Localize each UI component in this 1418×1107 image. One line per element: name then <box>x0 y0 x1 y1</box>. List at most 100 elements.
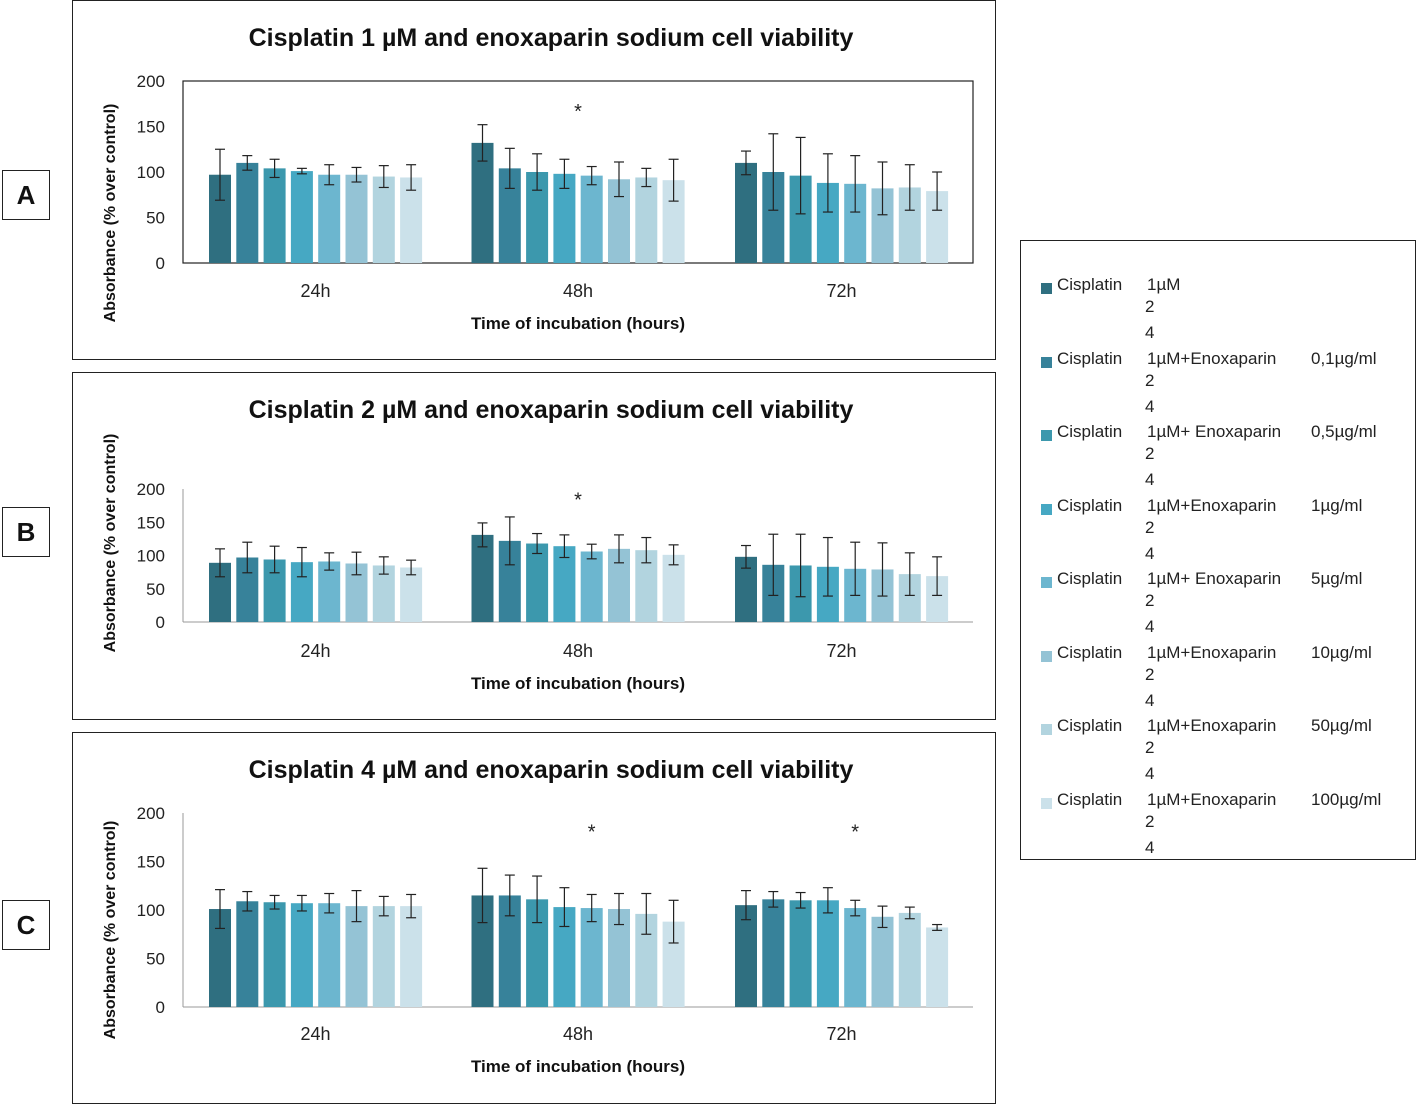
legend-item-name: Cisplatin <box>1057 790 1123 809</box>
chart-c-svg: Cisplatin 4 µM and enoxaparin sodium cel… <box>102 756 973 1076</box>
bar <box>263 168 286 263</box>
x-category-label: 72h <box>827 281 857 301</box>
legend-item-name: Cisplatin <box>1057 275 1123 294</box>
bar <box>608 548 630 622</box>
legend-item-name: Cisplatin <box>1057 643 1123 662</box>
y-axis-title: Absorbance (% over control) <box>102 104 119 323</box>
legend-item-concentration: 10µg/ml <box>1311 643 1372 662</box>
legend-item-note-1: 2 <box>1145 591 1155 610</box>
legend-item-concentration: 100µg/ml <box>1311 790 1382 809</box>
bar <box>526 899 549 1007</box>
legend-item-concentration: 5µg/ml <box>1311 569 1363 588</box>
bar <box>898 912 921 1007</box>
y-tick-label: 200 <box>137 480 165 499</box>
legend-item-note-1: 2 <box>1145 297 1155 316</box>
bar <box>580 175 603 263</box>
legend-item-note-2: 4 <box>1145 617 1155 636</box>
bar <box>345 906 368 1007</box>
legend-item-concentration: 50µg/ml <box>1311 716 1372 735</box>
significance-marker: * <box>574 101 582 123</box>
chart-a-svg: Cisplatin 1 µM and enoxaparin sodium cel… <box>102 24 974 333</box>
legend-item-note-2: 4 <box>1145 544 1155 563</box>
bar <box>553 546 576 622</box>
legend-item-note-2: 4 <box>1145 838 1155 857</box>
y-tick-label: 0 <box>156 254 165 273</box>
bar <box>263 559 286 622</box>
legend-item: Cisplatin 1µM+ Enoxaparin 5µg/ml 2 4 <box>1021 545 1415 636</box>
bar <box>844 908 867 1007</box>
y-tick-label: 150 <box>137 853 165 872</box>
bar <box>816 182 839 263</box>
y-tick-label: 50 <box>146 950 165 969</box>
bar <box>871 188 894 263</box>
chart-title: Cisplatin 4 µM and enoxaparin sodium cel… <box>249 756 854 784</box>
legend-item-note-2: 4 <box>1145 470 1155 489</box>
x-axis-title: Time of incubation (hours) <box>471 314 685 333</box>
legend-item-dose: 1µM+Enoxaparin <box>1147 790 1277 809</box>
x-axis-title: Time of incubation (hours) <box>471 674 685 693</box>
legend-item: Cisplatin 1µM+ Enoxaparin 0,5µg/ml 2 4 <box>1021 398 1415 489</box>
legend-item-concentration: 1µg/ml <box>1311 496 1363 515</box>
legend-item-dose: 1µM <box>1147 275 1181 294</box>
chart-panel-a: Cisplatin 1 µM and enoxaparin sodium cel… <box>72 0 996 360</box>
bar <box>209 909 231 1007</box>
y-tick-label: 200 <box>137 72 165 91</box>
y-tick-label: 50 <box>146 580 165 599</box>
legend-item-note-2: 4 <box>1145 397 1155 416</box>
legend-item-name: Cisplatin <box>1057 496 1123 515</box>
legend-item: Cisplatin 1µM 2 4 <box>1021 251 1415 342</box>
bar <box>290 903 313 1007</box>
bar <box>926 927 949 1007</box>
bar <box>898 574 921 622</box>
bar <box>844 183 867 263</box>
bar <box>471 895 494 1007</box>
legend-item-name: Cisplatin <box>1057 716 1123 735</box>
bar <box>553 173 576 263</box>
bar <box>580 908 603 1007</box>
y-tick-label: 100 <box>137 901 165 920</box>
x-axis-title: Time of incubation (hours) <box>471 1057 685 1076</box>
legend-item-note-1: 2 <box>1145 371 1155 390</box>
legend-item-note-1: 2 <box>1145 812 1155 831</box>
legend-item-dose: 1µM+Enoxaparin <box>1147 496 1277 515</box>
legend-swatch <box>1041 577 1052 588</box>
x-category-label: 48h <box>563 281 593 301</box>
legend-item-dose: 1µM+Enoxaparin <box>1147 643 1277 662</box>
x-category-label: 72h <box>827 1024 857 1044</box>
legend-item: Cisplatin 1µM+Enoxaparin 1µg/ml 2 4 <box>1021 472 1415 563</box>
legend-item-name: Cisplatin <box>1057 569 1123 588</box>
chart-title: Cisplatin 1 µM and enoxaparin sodium cel… <box>249 24 854 52</box>
bar <box>471 534 494 622</box>
x-category-label: 24h <box>301 1024 331 1044</box>
legend-item-name: Cisplatin <box>1057 349 1123 368</box>
bar <box>789 175 812 263</box>
legend-swatch <box>1041 724 1052 735</box>
significance-marker: * <box>588 821 596 843</box>
bar <box>471 142 494 263</box>
bar <box>816 900 839 1007</box>
bar <box>735 162 757 263</box>
bar <box>236 162 259 263</box>
bar <box>608 179 630 263</box>
significance-marker: * <box>574 489 582 511</box>
legend-swatch <box>1041 357 1052 368</box>
x-category-label: 72h <box>827 641 857 661</box>
legend-swatch <box>1041 504 1052 515</box>
bar <box>762 899 785 1007</box>
x-category-label: 24h <box>301 641 331 661</box>
legend-item-dose: 1µM+Enoxaparin <box>1147 349 1277 368</box>
plot-area-frame <box>182 80 974 264</box>
bar <box>635 550 658 622</box>
legend-item: Cisplatin 1µM+Enoxaparin 100µg/ml 2 4 <box>1021 766 1415 857</box>
y-tick-label: 100 <box>137 163 165 182</box>
legend-item-note-1: 2 <box>1145 444 1155 463</box>
bar <box>498 168 521 263</box>
bar <box>762 172 785 263</box>
bar <box>400 567 423 622</box>
bar <box>400 906 423 1007</box>
legend-swatch <box>1041 430 1052 441</box>
panel-label-b: B <box>2 507 50 557</box>
legend-item-concentration: 0,1µg/ml <box>1311 349 1377 368</box>
bar <box>662 554 685 622</box>
legend-item-dose: 1µM+Enoxaparin <box>1147 716 1277 735</box>
